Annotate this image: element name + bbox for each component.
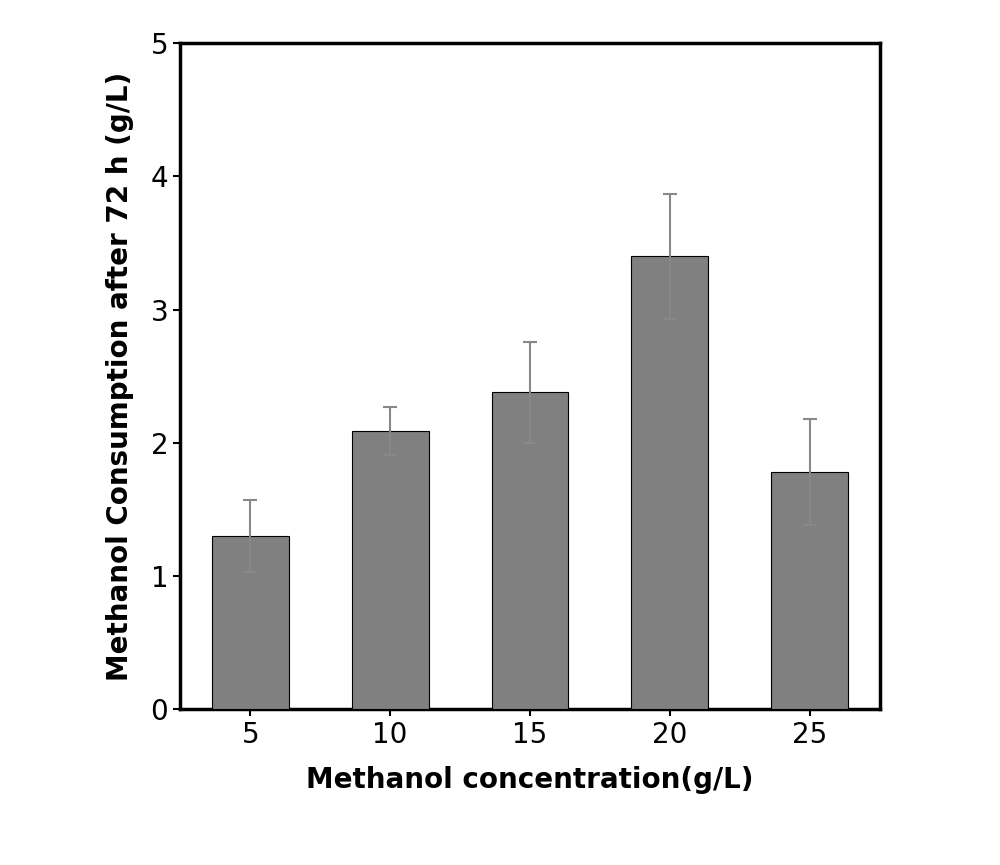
X-axis label: Methanol concentration(g/L): Methanol concentration(g/L) (306, 766, 754, 794)
Bar (212, 536, 289, 709)
Bar (771, 472, 848, 709)
Bar (352, 431, 429, 709)
Bar (492, 392, 568, 709)
Bar (631, 256, 708, 709)
Y-axis label: Methanol Consumption after 72 h (g/L): Methanol Consumption after 72 h (g/L) (106, 72, 134, 681)
